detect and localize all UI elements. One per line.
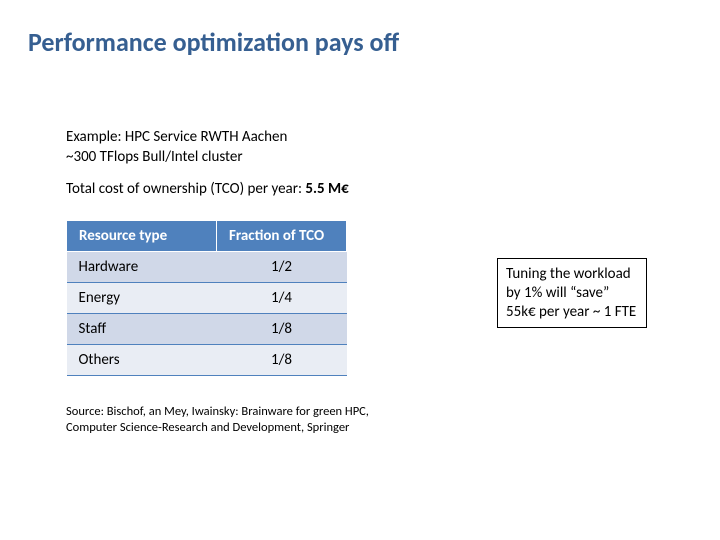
table-header-type: Resource type [67, 221, 217, 252]
table-cell-frac: 1/4 [217, 283, 347, 314]
table-header-frac: Fraction of TCO [217, 221, 347, 252]
table-cell-frac: 1/8 [217, 314, 347, 345]
callout-box: Tuning the workload by 1% will “save” 55… [497, 258, 647, 328]
table-row: Hardware 1/2 [67, 252, 347, 283]
source-citation: Source: Bischof, an Mey, Iwainsky: Brain… [66, 404, 396, 435]
table-cell-frac: 1/2 [217, 252, 347, 283]
table-row: Staff 1/8 [67, 314, 347, 345]
tco-summary: Total cost of ownership (TCO) per year: … [66, 180, 349, 198]
table-cell-type: Energy [67, 283, 217, 314]
slide-title: Performance optimization pays off [28, 26, 399, 58]
table-cell-type: Staff [67, 314, 217, 345]
table-cell-type: Others [67, 345, 217, 376]
tco-value: 5.5 M€ [305, 180, 348, 198]
table-cell-frac: 1/8 [217, 345, 347, 376]
tco-table: Resource type Fraction of TCO Hardware 1… [66, 220, 347, 376]
table-row: Energy 1/4 [67, 283, 347, 314]
tco-prefix: Total cost of ownership (TCO) per year: [66, 180, 305, 198]
table-cell-type: Hardware [67, 252, 217, 283]
example-line-2: ~300 TFlops Bull/Intel cluster [66, 148, 287, 168]
example-text: Example: HPC Service RWTH Aachen ~300 TF… [66, 128, 287, 167]
table-row: Others 1/8 [67, 345, 347, 376]
example-line-1: Example: HPC Service RWTH Aachen [66, 128, 287, 148]
